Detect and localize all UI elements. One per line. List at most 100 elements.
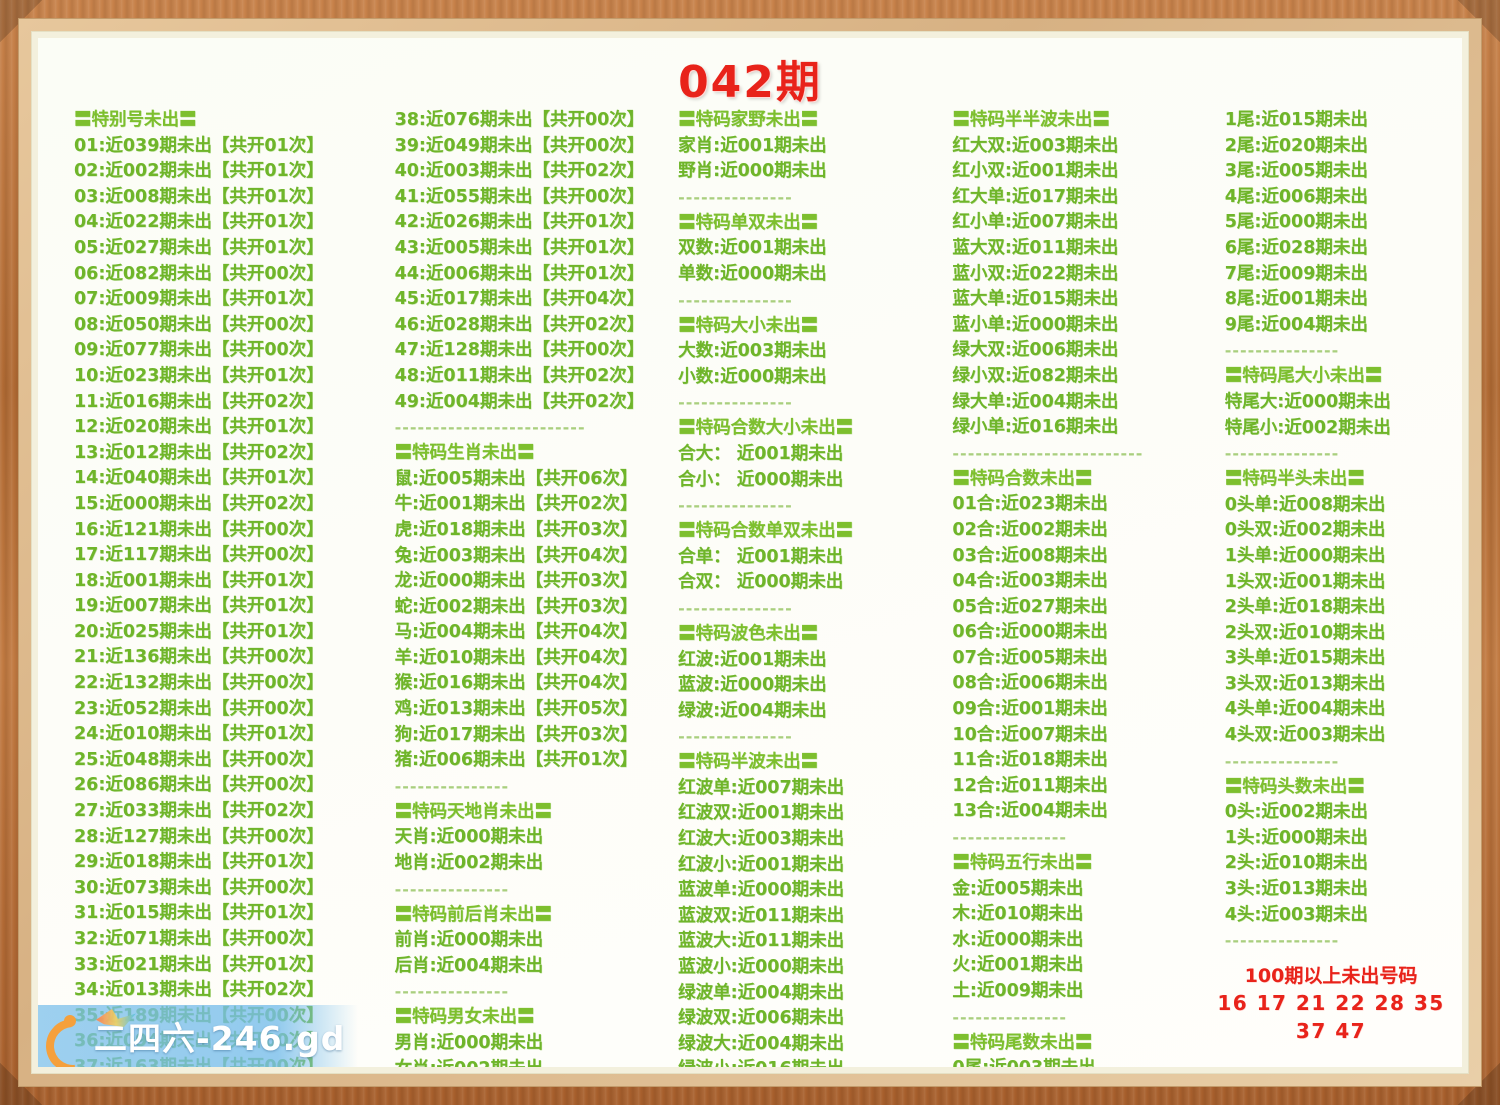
column-2: 38:近076期未出【共开00次】 39:近049期未出【共开00次】 40:近00…: [389, 108, 673, 1067]
heshu-row: 10合:近007期未出: [952, 724, 1108, 745]
banbanbo-row: 蓝小单:近000期未出: [952, 314, 1119, 335]
bose-row: 蓝波:近000期未出: [678, 675, 827, 696]
bantou-row: 0头单:近008期未出: [1224, 494, 1386, 515]
jiaye-row: 野肖:近000期未出: [678, 161, 827, 182]
wuxing-row: 木:近010期未出: [952, 904, 1084, 925]
heshu-row: 12合:近011期未出: [952, 775, 1108, 796]
special-number-row: 47:近128期未出【共开00次】: [394, 340, 645, 361]
section-header-wuxing: 〓特码五行未出〓: [952, 853, 1093, 874]
toushu-row: 1头:近000期未出: [1224, 827, 1368, 848]
banbanbo-row: 蓝大单:近015期未出: [952, 289, 1119, 310]
special-number-row: 44:近006期未出【共开01次】: [394, 263, 645, 284]
special-number-row: 09:近077期未出【共开00次】: [74, 340, 324, 361]
danshuang-row: 单数:近000期未出: [678, 263, 827, 284]
special-number-row: 33:近021期未出【共开01次】: [74, 954, 324, 975]
jiaye-list: 家肖:近001期未出 野肖:近000期未出: [678, 134, 946, 185]
tiandi-row: 地肖:近002期未出: [394, 853, 544, 874]
special-number-row: 10:近023期未出【共开01次】: [74, 365, 324, 386]
zodiac-row: 鼠:近005期未出【共开06次】: [394, 468, 638, 489]
banbanbo-row: 绿大双:近006期未出: [952, 340, 1119, 361]
wei-daxiao-list: 特尾大:近000期未出 特尾小:近002期未出: [1225, 390, 1456, 441]
heshu-row: 09合:近001期未出: [952, 699, 1108, 720]
section-header-heshu-danshuang: 〓特码合数单双未出〓: [678, 521, 854, 542]
banbanbo-row: 绿小单:近016期未出: [952, 417, 1119, 438]
special-number-row: 41:近055期未出【共开00次】: [394, 186, 645, 207]
weishu-row: 9尾:近004期未出: [1224, 314, 1368, 335]
nannv-list: 男肖:近000期未出女肖:近002期未出: [395, 1031, 673, 1067]
weishu-row: 8尾:近001期未出: [1224, 289, 1368, 310]
weishu-row: 4尾:近006期未出: [1224, 186, 1368, 207]
divider: -------------------------: [952, 443, 1144, 463]
divider: ---------------: [1224, 751, 1340, 771]
heshu-daxiao-row: 合大： 近001期未出: [678, 443, 844, 464]
special-number-row: 38:近076期未出【共开00次】: [394, 110, 645, 130]
special-number-list: 01:近039期未出【共开01次】 02:近002期未出【共开01次】 03:近00…: [74, 134, 389, 1067]
special-number-row: 13:近012期未出【共开02次】: [74, 442, 324, 463]
weishu-row: 6尾:近028期未出: [1224, 237, 1368, 258]
weishu-list: 0尾:近003期未出: [952, 1056, 1220, 1067]
banbo-row: 绿波双:近006期未出: [678, 1008, 845, 1029]
toushu-row: 4头:近003期未出: [1224, 904, 1368, 925]
banbo-row: 红波双:近001期未出: [678, 803, 845, 824]
section-header-bose: 〓特码波色未出〓: [678, 623, 819, 644]
zodiac-list: 鼠:近005期未出【共开06次】 牛:近001期未出【共开02次】 虎:近018期未…: [395, 467, 673, 774]
special-number-row: 32:近071期未出【共开00次】: [74, 929, 324, 949]
bantou-row: 4头单:近004期未出: [1224, 699, 1386, 720]
special-number-row: 26:近086期未出【共开00次】: [74, 775, 324, 796]
danshuang-list: 双数:近001期未出 单数:近000期未出: [678, 236, 946, 287]
heshu-list: 01合:近023期未出 02合:近002期未出 03合:近008期未出 04合:近00…: [952, 492, 1220, 825]
special-number-row: 43:近005期未出【共开01次】: [394, 237, 645, 258]
footer-highlight-title: 100期以上未出号码: [1244, 965, 1418, 987]
special-number-row: 34:近013期未出【共开02次】: [74, 980, 324, 1001]
section-header-weishu: 〓特码尾数未出〓: [952, 1032, 1093, 1053]
zodiac-row: 兔:近003期未出【共开04次】: [394, 545, 638, 566]
heshu-danshuang-list: 合单： 近001期未出 合双： 近000期未出: [678, 545, 946, 596]
special-number-row: 21:近136期未出【共开00次】: [74, 647, 324, 668]
tiandi-list: 天肖:近000期未出 地肖:近002期未出: [395, 825, 673, 876]
wuxing-row: 金:近005期未出: [952, 878, 1084, 899]
section-header-wei-daxiao: 〓特码尾大小未出〓: [1224, 366, 1383, 387]
special-number-row: 04:近022期未出【共开01次】: [74, 212, 324, 233]
special-number-row: 30:近073期未出【共开00次】: [74, 877, 324, 898]
special-number-row: 16:近121期未出【共开00次】: [74, 519, 324, 540]
special-number-row: 22:近132期未出【共开00次】: [74, 673, 324, 694]
jiaye-row: 家肖:近001期未出: [678, 135, 827, 156]
bantou-row: 3头双:近013期未出: [1224, 673, 1386, 694]
heshu-danshuang-row: 合双： 近000期未出: [678, 572, 844, 593]
bantou-row: 2头单:近018期未出: [1224, 597, 1386, 618]
weishu-row: 5尾:近000期未出: [1224, 212, 1368, 233]
divider: ---------------: [678, 393, 793, 413]
special-number-row: 08:近050期未出【共开00次】: [74, 314, 324, 335]
bantou-row: 2头双:近010期未出: [1224, 622, 1386, 643]
heshu-row: 07合:近005期未出: [952, 647, 1108, 668]
divider: ---------------: [678, 187, 793, 207]
special-number-list-cont: 38:近076期未出【共开00次】 39:近049期未出【共开00次】 40:近00…: [395, 108, 673, 415]
toushu-row: 2头:近010期未出: [1224, 853, 1368, 874]
heshu-row: 13合:近004期未出: [952, 801, 1108, 822]
special-number-row: 42:近026期未出【共开01次】: [394, 212, 645, 233]
section-header-heshu-daxiao: 〓特码合数大小未出〓: [678, 418, 854, 439]
banbo-row: 红波单:近007期未出: [678, 777, 845, 798]
daxiao-row: 大数:近003期未出: [678, 341, 827, 362]
divider: ---------------: [678, 496, 793, 516]
banbanbo-row: 蓝大双:近011期未出: [952, 237, 1119, 258]
special-number-row: 24:近010期未出【共开01次】: [74, 724, 324, 745]
weishu-row: 1尾:近015期未出: [1224, 110, 1368, 130]
banbo-row: 蓝波大:近011期未出: [678, 931, 845, 952]
wuxing-row: 火:近001期未出: [952, 955, 1084, 976]
banbo-row: 绿波单:近004期未出: [678, 982, 845, 1003]
section-header-special-number: 〓特别号未出〓: [74, 110, 197, 130]
special-number-row: 02:近002期未出【共开01次】: [74, 161, 324, 182]
zodiac-row: 羊:近010期未出【共开04次】: [394, 647, 638, 668]
column-4: 〓特码半半波未出〓 红大双:近003期未出 红小双:近001期未出 红大单:近017…: [946, 108, 1220, 1067]
special-number-row: 20:近025期未出【共开01次】: [74, 621, 324, 642]
wuxing-row: 水:近000期未出: [952, 929, 1084, 950]
divider: ---------------: [952, 828, 1068, 848]
special-number-row: 15:近000期未出【共开02次】: [74, 493, 324, 514]
divider: ---------------: [394, 776, 510, 796]
divider: ---------------: [678, 727, 793, 747]
special-number-row: 40:近003期未出【共开02次】: [394, 161, 645, 182]
heshu-row: 08合:近006期未出: [952, 673, 1108, 694]
special-number-row: 11:近016期未出【共开02次】: [74, 391, 324, 412]
